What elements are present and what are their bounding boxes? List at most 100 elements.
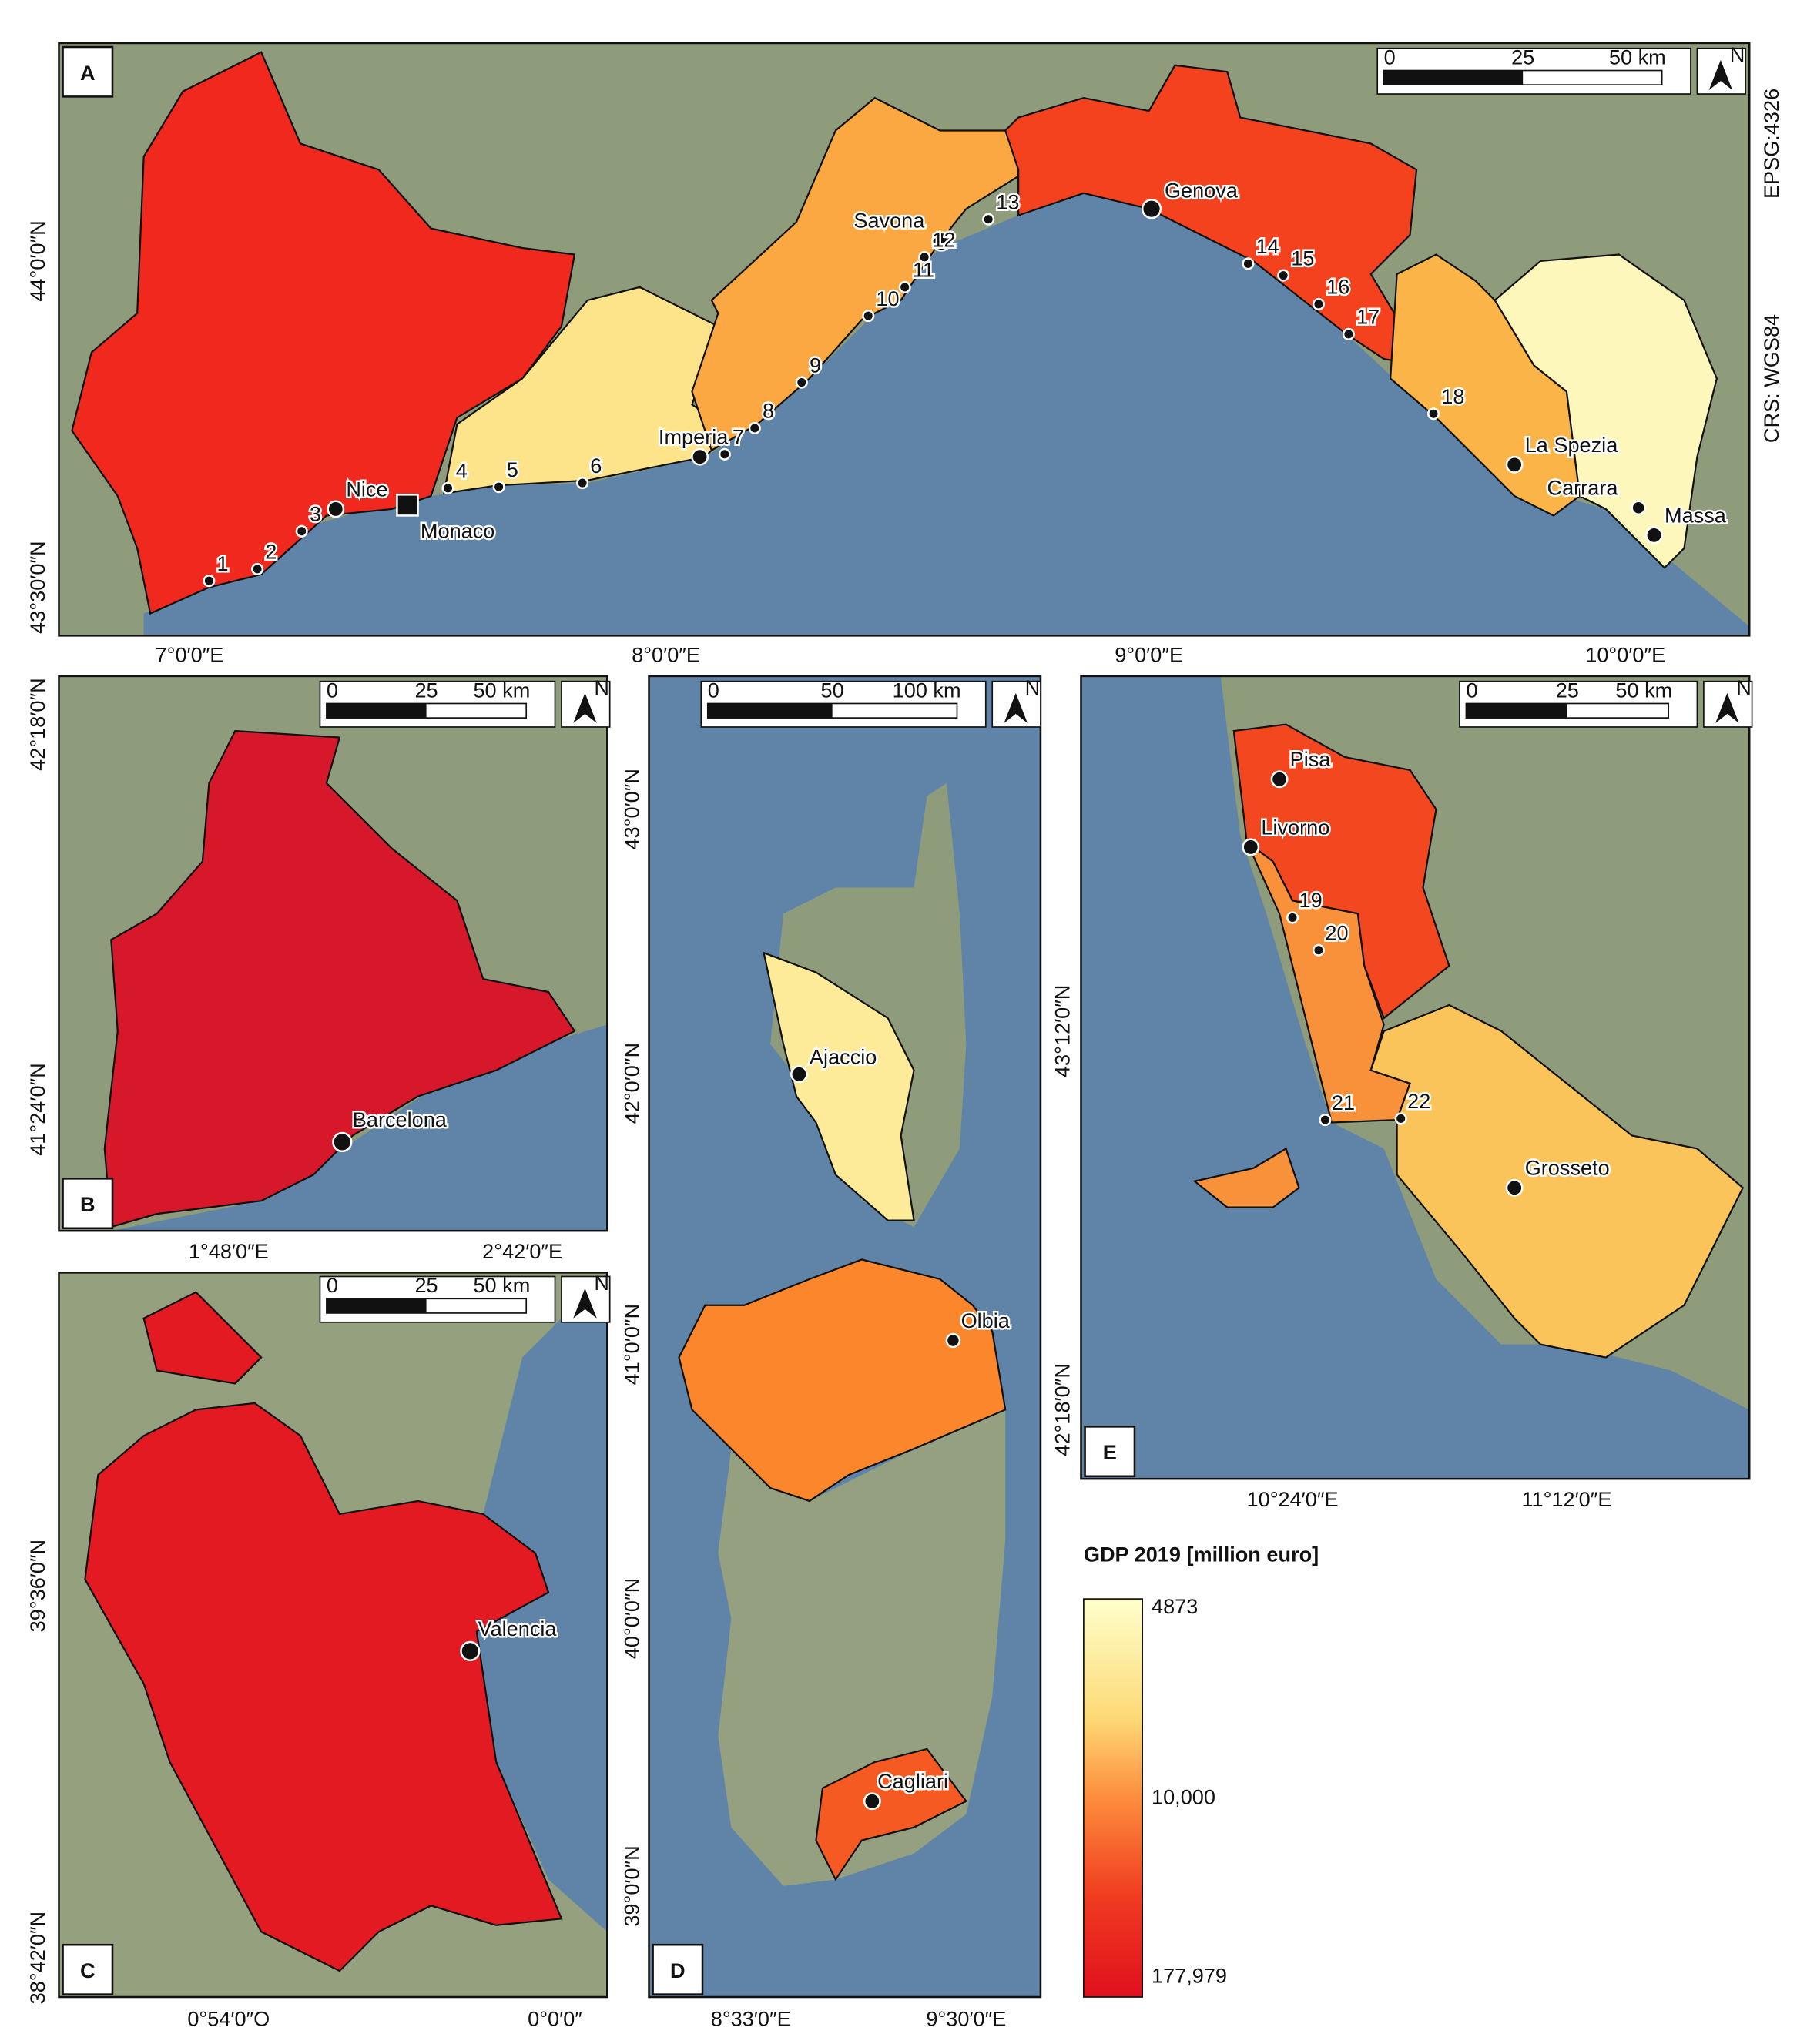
north-arrow [1708,59,1733,90]
point-label: Ajaccio [810,1045,877,1069]
point-label: 13 [996,190,1019,214]
longitude-label: 1°48′0″E [189,1239,269,1263]
point [718,447,731,461]
scale-label: 50 km [1609,45,1666,69]
north-label: N [594,1271,609,1295]
point-label: 5 [507,457,518,481]
region [103,729,576,1228]
point [1394,1112,1407,1125]
point-label: Barcelona [353,1107,448,1131]
scale-label: 50 km [1615,678,1672,702]
north-arrow [1715,692,1739,723]
point-label: 19 [1299,888,1323,912]
scale-label: 25 [1556,678,1579,702]
panel-letter-box [62,45,114,98]
longitude-label: 8°33′0″E [711,2007,791,2031]
sea [470,1272,608,1932]
north-label: N [1025,675,1041,699]
point-label: Savona [853,208,925,232]
point [1505,1178,1524,1197]
crs-label: EPSG:4326 [1759,89,1783,199]
scale-label: 0 [327,678,338,702]
scale-label: 50 km [473,1273,530,1297]
north-arrow [1004,692,1028,723]
point-label: Carrara [1547,476,1619,500]
scale-bar [1383,70,1524,85]
point [1312,297,1325,310]
panel-letter: A [80,61,96,85]
panel-letter-box [652,1943,704,1995]
panel-a-map [59,42,1750,636]
region [1004,64,1425,367]
point-label: Massa [1665,503,1727,527]
latitude-label: 43°12′0″N [1051,985,1074,1077]
panel-letter-box [62,1178,114,1230]
point-label: 8 [763,399,774,423]
point-label: 14 [1256,234,1279,258]
longitude-label: 2°42′0″E [482,1239,562,1263]
scale-bar [1466,703,1567,719]
point-label: Imperia [659,425,729,449]
point-label: 4 [456,459,468,483]
north-arrow [573,692,597,723]
frames [58,42,1751,1999]
point-label: Livorno [1261,815,1329,839]
point [931,231,952,252]
longitude-label: 9°0′0″E [1115,643,1183,667]
longitude-label: 0°0′0″ [528,2007,582,2031]
panel-letter-box [62,1943,114,1995]
latitude-label: 43°30′0″N [25,541,49,633]
point [1270,770,1289,789]
panel-letter: C [80,1959,96,1982]
point-label: 12 [932,228,955,252]
point [1277,269,1290,282]
scale-label: 50 km [473,678,530,702]
point [203,575,216,588]
point [1286,911,1299,924]
point-label: 3 [310,502,321,526]
legend-label: 177,979 [1152,1964,1227,1988]
latitude-label: 42°18′0″N [25,678,49,770]
point [1312,943,1325,957]
scale-label: 50 [821,678,844,702]
point-label: 18 [1441,384,1464,408]
panel-letter: E [1103,1440,1117,1464]
point-label: Cagliari [877,1769,948,1793]
point-label: 17 [1356,305,1380,329]
latitude-label: 41°24′0″N [25,1063,49,1155]
point [1631,500,1646,516]
latitude-label: 42°18′0″N [1051,1363,1074,1456]
panel-b-map [59,675,608,1231]
point-label: Genova [1165,178,1239,202]
latitude-label: 44°0′0″N [25,220,49,301]
point [460,1640,481,1662]
point [1141,199,1162,219]
point [1342,327,1355,340]
panel-letter: B [80,1192,96,1216]
panel-letter-box [1084,1426,1136,1478]
longitude-label: 8°0′0″E [632,643,700,667]
north-box [561,680,611,728]
longitude-label: 0°54′0″O [187,2007,270,2031]
point [441,481,454,494]
longitude-label: 7°0′0″E [156,643,224,667]
point [576,477,589,490]
region [71,51,576,615]
point-label: 6 [590,454,602,477]
longitude-label: 11°12′0″E [1521,1487,1611,1511]
point [1319,1114,1332,1127]
point-label: Olbia [961,1308,1011,1332]
scale-label: 25 [414,678,438,702]
color-bar [1083,1598,1143,1998]
panel-d-map [649,675,1041,1997]
point [691,447,709,466]
point [1242,257,1255,270]
point [1242,838,1260,856]
latitude-label: 43°0′0″N [619,769,643,849]
scale-bar [326,1298,427,1313]
north-label: N [1736,675,1752,699]
crs-label: CRS: WGS84 [1759,314,1783,443]
point [795,376,808,389]
point [327,500,345,518]
point [1505,455,1524,474]
